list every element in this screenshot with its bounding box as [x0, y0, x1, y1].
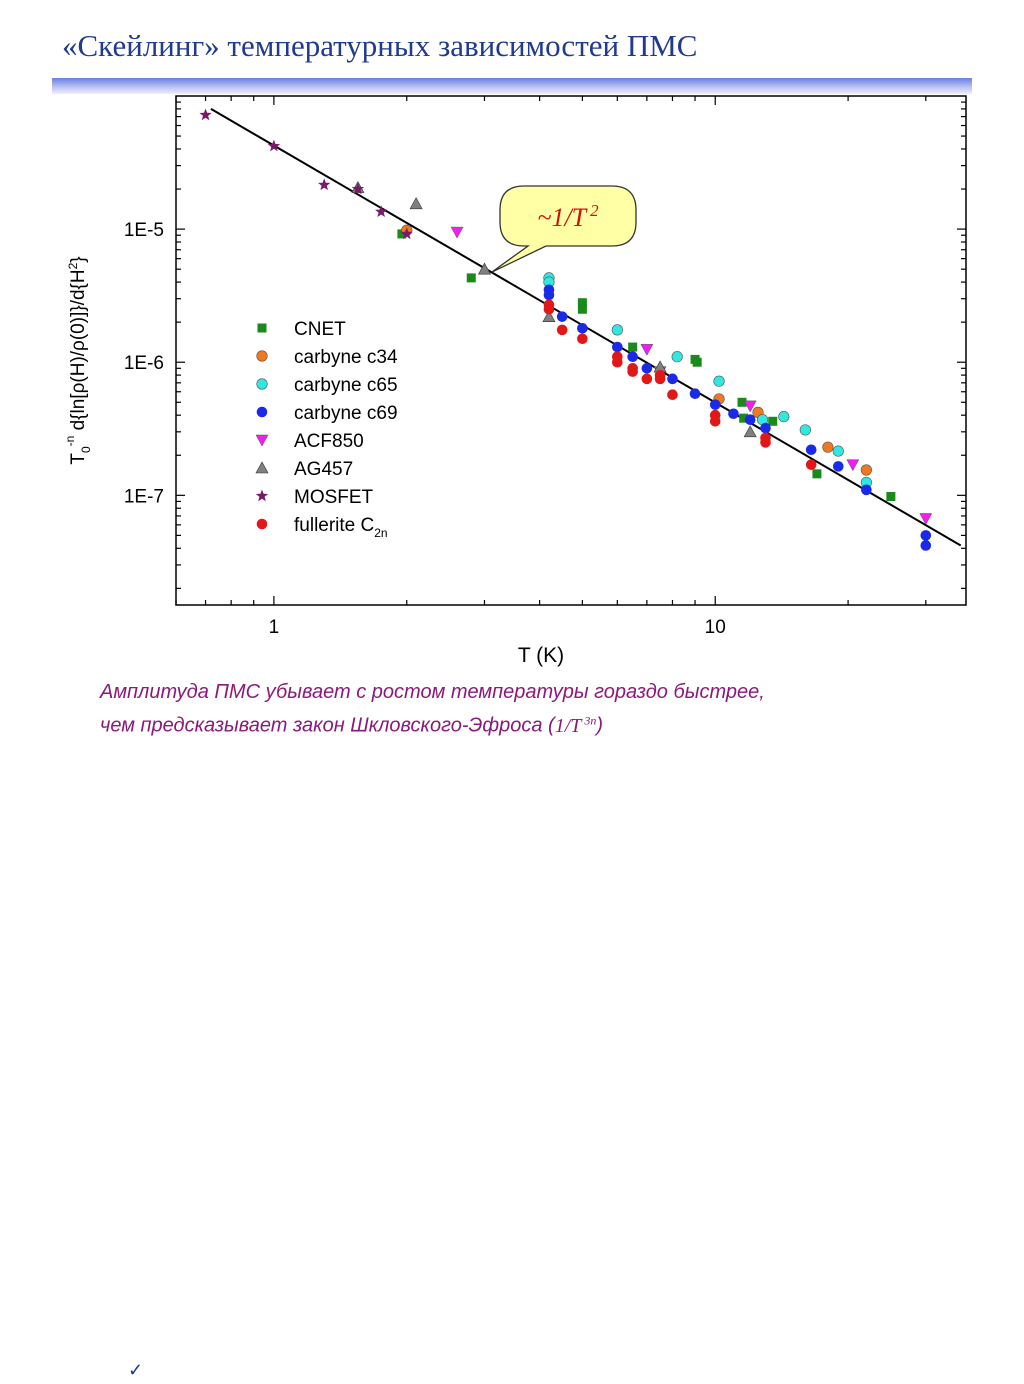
data-point-carbyne-c69	[709, 399, 721, 410]
legend-label-cnet: CNET	[294, 319, 346, 340]
legend-marker-cnet	[257, 323, 267, 333]
data-point-cnet	[466, 273, 476, 283]
note-line-2-prefix: чем предсказывает закон Шкловского-Эфрос…	[100, 714, 555, 737]
data-point-carbyne-c65	[611, 324, 623, 336]
legend-marker-carbyne-c65	[256, 378, 268, 390]
data-point-mosfet	[199, 108, 212, 121]
data-point-carbyne-c69	[641, 363, 653, 374]
data-point-carbyne-c69	[577, 322, 588, 334]
data-point-cnet	[397, 229, 407, 239]
data-point-acf850	[640, 344, 654, 356]
legend-label-carbyne-c65: carbyne c65	[294, 375, 398, 396]
data-point-cnet	[692, 357, 702, 367]
data-point-carbyne-c69	[805, 444, 817, 456]
slide-title: «Скейлинг» температурных зависимостей ПМ…	[62, 28, 698, 63]
data-point-fullerite-c	[612, 356, 623, 368]
data-point-cnet	[628, 342, 638, 352]
data-point-acf850	[846, 459, 860, 472]
data-point-carbyne-c69	[920, 540, 932, 551]
data-point-ag457	[542, 310, 556, 322]
data-point-cnet	[577, 304, 587, 314]
x-tick-label: 1	[269, 617, 280, 638]
data-point-fullerite-c	[627, 366, 638, 377]
data-point-acf850	[450, 226, 464, 239]
legend-marker-fullerite-c	[256, 518, 268, 530]
data-point-fullerite-c	[805, 459, 817, 470]
data-point-carbyne-c69	[627, 351, 638, 363]
data-point-fullerite-c	[667, 389, 678, 401]
title-underline-bar	[52, 78, 972, 94]
y-tick-label: 1E-5	[124, 220, 164, 241]
data-point-carbyne-c65	[713, 375, 725, 387]
data-point-fullerite-c	[760, 437, 771, 448]
data-point-fullerite-c	[654, 373, 666, 385]
legend-label-ag457: AG457	[294, 459, 353, 480]
y-tick-label: 1E-6	[124, 353, 164, 374]
formula-exponent: 3n	[581, 713, 597, 727]
data-point-fullerite-c	[641, 373, 653, 385]
checkmark-icon: ✓	[128, 1360, 144, 1380]
conclusion-note: ✓ Амплитуда ПМС убывает с ростом темпера…	[64, 678, 765, 1380]
callout-bubble	[491, 185, 637, 273]
data-point-carbyne-c69	[861, 484, 872, 496]
data-point-carbyne-c65	[832, 445, 844, 457]
shklovskii-efros-formula: 1/T 3n	[554, 713, 597, 737]
data-point-cnet	[577, 298, 587, 308]
scatter-chart: CNET carbyne c34 carbyne c65 carbyne c69 ACF…	[63, 95, 967, 667]
data-point-fullerite-c	[577, 333, 588, 345]
data-point-ag457	[409, 197, 423, 210]
legend-label-acf850: ACF850	[294, 431, 364, 452]
data-point-cnet	[886, 491, 896, 501]
data-point-carbyne-c65	[778, 411, 790, 423]
note-line-1: Амплитуда ПМС убывает с ростом температу…	[100, 681, 765, 703]
data-point-mosfet	[375, 205, 388, 217]
data-point-ag457	[743, 425, 757, 438]
legend-marker-carbyne-c34	[256, 350, 268, 362]
data-point-cnet	[737, 397, 747, 407]
formula-base: 1/T	[554, 714, 582, 737]
legend-marker-carbyne-c69	[256, 406, 268, 418]
data-point-mosfet	[267, 139, 281, 152]
legend-label-fullerite-c: fullerite C2n	[294, 515, 388, 540]
data-point-mosfet	[318, 178, 331, 191]
data-point-carbyne-c69	[667, 373, 678, 385]
legend-marker-acf850	[255, 434, 269, 447]
data-point-carbyne-c69	[920, 530, 932, 541]
data-point-carbyne-c69	[832, 461, 844, 472]
data-point-carbyne-c69	[543, 289, 555, 301]
plot-frame	[175, 95, 967, 606]
data-point-carbyne-c34	[822, 441, 834, 453]
data-point-carbyne-c34	[860, 464, 872, 476]
data-point-carbyne-c69	[556, 311, 568, 322]
legend-label-mosfet: MOSFET	[294, 487, 374, 508]
x-tick-label: 10	[705, 617, 726, 638]
data-point-fullerite-c	[543, 303, 555, 315]
legend-marker-ag457	[255, 461, 269, 474]
data-point-mosfet	[400, 227, 413, 240]
data-point-cnet	[739, 413, 749, 423]
data-point-mosfet	[351, 182, 365, 195]
y-axis-label: T0-n d{ln[ρ(H)/ρ(0)]}/d{H2}	[63, 256, 93, 464]
data-point-acf850	[919, 513, 933, 526]
data-point-cnet	[812, 469, 822, 479]
data-point-acf850	[743, 400, 757, 413]
data-point-carbyne-c69	[744, 414, 756, 425]
x-axis-label: T (K)	[518, 644, 564, 667]
data-point-carbyne-c69	[612, 341, 623, 353]
note-line-2-suffix: )	[596, 714, 604, 737]
y-tick-label: 1E-7	[124, 486, 164, 507]
legend-label-carbyne-c34: carbyne c34	[294, 347, 398, 368]
data-point-carbyne-c69	[728, 408, 739, 420]
note-line-2: чем предсказывает закон Шкловского-Эфрос…	[64, 706, 765, 740]
data-point-fullerite-c	[556, 324, 568, 336]
legend-label-carbyne-c69: carbyne c69	[294, 403, 398, 424]
data-point-carbyne-c65	[799, 424, 811, 436]
data-point-fullerite-c	[709, 415, 721, 427]
data-point-carbyne-c65	[671, 351, 683, 363]
legend-marker-mosfet	[255, 489, 269, 502]
data-point-cnet	[768, 416, 778, 426]
data-point-carbyne-c69	[689, 388, 701, 400]
data-point-ag457	[477, 262, 491, 275]
data-point-carbyne-c69	[760, 422, 771, 434]
